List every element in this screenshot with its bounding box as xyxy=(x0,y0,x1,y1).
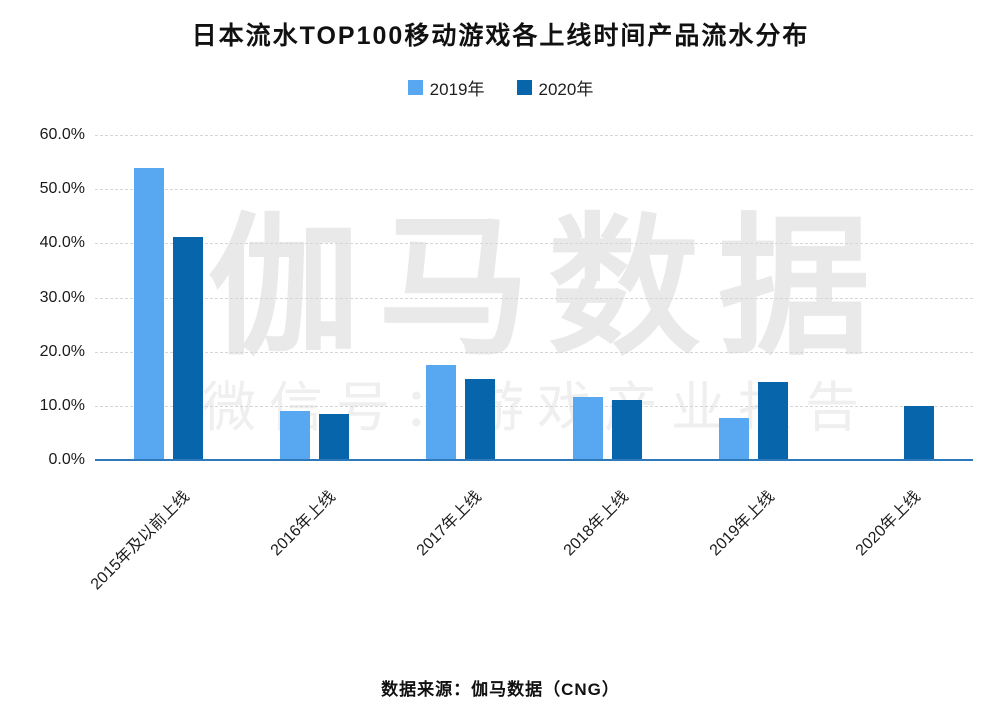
watermark-brand-text: 伽马数据 xyxy=(208,203,888,373)
x-axis-label: 2020年上线 xyxy=(852,488,925,560)
x-axis-label: 2017年上线 xyxy=(413,488,486,560)
x-axis-label: 2019年上线 xyxy=(706,488,778,560)
gridline xyxy=(95,189,973,191)
legend-item-2020: 2020年 xyxy=(516,75,594,100)
bar-2020 xyxy=(172,236,203,460)
x-axis-label: 2015年及以前上线 xyxy=(87,488,193,594)
x-axis-label: 2016年上线 xyxy=(267,488,339,560)
bar-2020 xyxy=(758,382,788,460)
page-title: 日本流水TOP100移动游戏各上线时间产品流水分布 xyxy=(191,22,810,50)
chart-legend: 2019年 2020年 xyxy=(0,75,1001,100)
y-tick-label: 10.0% xyxy=(39,396,85,414)
bar-2020 xyxy=(904,405,935,460)
bar-2019 xyxy=(280,411,310,460)
gridline xyxy=(95,243,973,245)
x-axis-label: 2018年上线 xyxy=(560,488,632,560)
y-tick-label: 40.0% xyxy=(39,234,85,252)
y-tick-label: 30.0% xyxy=(39,288,85,306)
gridline xyxy=(95,297,973,299)
x-axis-line xyxy=(95,459,973,461)
bar-2019 xyxy=(426,364,457,460)
gridline xyxy=(95,405,973,407)
y-tick-label: 20.0% xyxy=(39,342,85,360)
legend-label: 2019年 xyxy=(429,80,485,99)
bar-2019 xyxy=(133,168,164,460)
legend-swatch-icon xyxy=(407,80,423,95)
legend-label: 2020年 xyxy=(538,80,594,99)
watermark-wechat-text: 微信号：游戏产业报告 xyxy=(202,378,872,438)
bar-2020 xyxy=(611,400,642,460)
legend-swatch-icon xyxy=(516,80,532,95)
y-tick-label: 60.0% xyxy=(39,126,85,143)
y-tick-label: 50.0% xyxy=(39,180,85,198)
legend-item-2019: 2019年 xyxy=(407,75,485,100)
bar-2020 xyxy=(319,413,349,460)
bar-2019 xyxy=(719,418,749,460)
y-tick-label: 0.0% xyxy=(48,451,85,468)
bar-2019 xyxy=(572,397,603,460)
data-source-note: 数据来源：伽马数据（CNG） xyxy=(381,680,620,699)
gridline xyxy=(95,351,973,353)
bar-2020 xyxy=(465,378,496,460)
gridline xyxy=(95,135,973,136)
